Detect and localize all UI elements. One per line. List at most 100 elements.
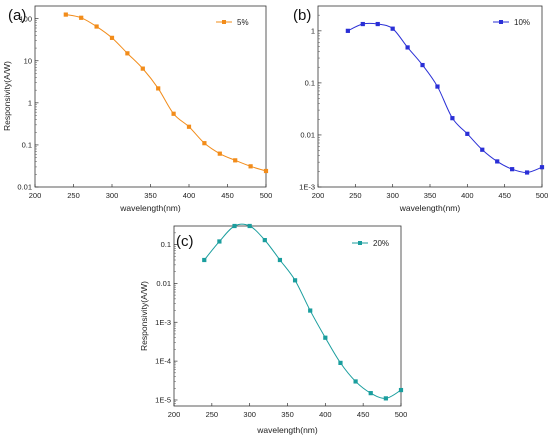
plot-content	[345, 21, 545, 175]
data-point	[353, 379, 358, 384]
y-tick-label: 1E-4	[155, 357, 171, 366]
x-tick-label: 400	[461, 191, 474, 200]
series-line	[347, 22, 543, 174]
data-point	[524, 170, 530, 175]
plot-frame	[317, 5, 543, 188]
data-point	[405, 45, 410, 50]
x-tick-label: 500	[536, 191, 549, 200]
data-point	[465, 131, 470, 136]
x-tick-label: 200	[168, 410, 181, 419]
ticks: 200 250 300 350 400 450 500 1E-3 0.01 0.1 1	[299, 14, 549, 200]
legend-label: 5%	[237, 18, 249, 27]
y-axis-title: Responsivity(A/W)	[139, 281, 149, 351]
ticks: 200 250 300 350 400 450 500 0.01 0.1 1 10 100	[17, 14, 272, 200]
x-axis-title: wavelength(nm)	[119, 203, 181, 213]
legend-label: 10%	[514, 18, 530, 27]
y-tick-label: 10	[24, 56, 32, 65]
data-point	[375, 21, 380, 27]
y-tick-label: 0.01	[156, 279, 171, 288]
data-point	[308, 308, 313, 313]
legend: 5%	[216, 18, 249, 27]
data-point	[171, 111, 176, 116]
plot-content	[202, 223, 404, 401]
data-point	[156, 86, 161, 91]
legend-marker	[358, 241, 362, 245]
data-point	[323, 335, 328, 340]
x-tick-label: 450	[357, 410, 370, 419]
x-tick-label: 500	[395, 410, 408, 419]
chart-panel-a: (a) 200 250 300 350 400 450 500 0.01 0.1 1 10 100 5…	[2, 5, 272, 213]
x-tick-label: 250	[67, 191, 80, 200]
x-tick-label: 350	[281, 410, 294, 419]
x-tick-label: 200	[29, 191, 42, 200]
data-point	[383, 396, 388, 401]
data-point	[202, 257, 207, 263]
data-point	[125, 51, 130, 56]
x-tick-label: 350	[144, 191, 157, 200]
y-tick-label: 0.01	[17, 183, 32, 192]
y-axis-title: Responsivity(A/W)	[2, 61, 12, 131]
y-tick-label: 1E-5	[155, 396, 171, 405]
legend-marker	[222, 20, 226, 24]
data-point	[292, 278, 298, 283]
data-point	[79, 15, 84, 20]
data-point	[202, 141, 207, 146]
data-point	[495, 159, 500, 164]
data-point	[233, 158, 238, 163]
y-tick-label: 1	[311, 26, 315, 35]
series-line	[65, 14, 267, 172]
chart-panel-c: (c) 200 250 300 350 400 450 500 1E-5 1E-4 1E-3 0.0…	[139, 223, 408, 435]
data-point	[390, 26, 395, 31]
data-point	[217, 151, 222, 156]
data-point	[248, 164, 253, 169]
x-tick-label: 400	[319, 410, 332, 419]
y-tick-label: 0.1	[305, 78, 315, 87]
data-point	[510, 167, 515, 172]
legend-label: 20%	[373, 239, 389, 248]
plot-frame	[173, 225, 402, 407]
y-tick-label: 1E-3	[299, 183, 315, 192]
legend: 20%	[352, 239, 389, 248]
data-point	[140, 66, 145, 71]
data-point	[480, 147, 485, 152]
chart-panel-b: (b) 200 250 300 350 400 450 500 1E-3 0.01 0.1 1 10…	[293, 5, 549, 213]
data-point	[186, 124, 192, 129]
x-tick-label: 300	[386, 191, 399, 200]
data-point	[345, 28, 350, 33]
x-tick-label: 450	[221, 191, 234, 200]
data-point	[109, 35, 115, 40]
data-point	[360, 21, 365, 27]
data-point	[450, 116, 455, 121]
data-point	[247, 223, 252, 229]
data-point	[435, 84, 440, 89]
panel-label: (b)	[293, 7, 311, 24]
x-tick-label: 250	[206, 410, 219, 419]
plot-content	[63, 12, 269, 174]
y-tick-label: 1	[28, 98, 32, 107]
data-point	[263, 168, 269, 174]
data-point	[94, 24, 99, 29]
y-tick-label: 0.01	[300, 131, 315, 140]
series-line	[203, 223, 402, 399]
y-tick-label: 1E-3	[155, 318, 171, 327]
x-axis-title: wavelength(nm)	[256, 425, 318, 435]
x-tick-label: 300	[243, 410, 256, 419]
y-tick-label: 100	[19, 14, 32, 23]
data-point	[262, 238, 267, 243]
plot-frame	[34, 5, 267, 188]
data-point	[232, 223, 237, 229]
data-point	[368, 391, 373, 396]
ticks: 200 250 300 350 400 450 500 1E-5 1E-4 1E-3 0.01 0.1	[155, 232, 408, 419]
data-point	[277, 257, 283, 263]
data-point	[398, 387, 404, 393]
x-tick-label: 350	[424, 191, 437, 200]
data-point	[338, 360, 343, 365]
y-tick-label: 0.1	[22, 141, 32, 150]
y-tick-label: 0.1	[161, 240, 171, 249]
x-tick-label: 500	[260, 191, 273, 200]
data-point	[63, 12, 68, 17]
x-tick-label: 450	[498, 191, 511, 200]
x-axis-title: wavelength(nm)	[399, 203, 461, 213]
panel-label: (c)	[176, 233, 194, 250]
